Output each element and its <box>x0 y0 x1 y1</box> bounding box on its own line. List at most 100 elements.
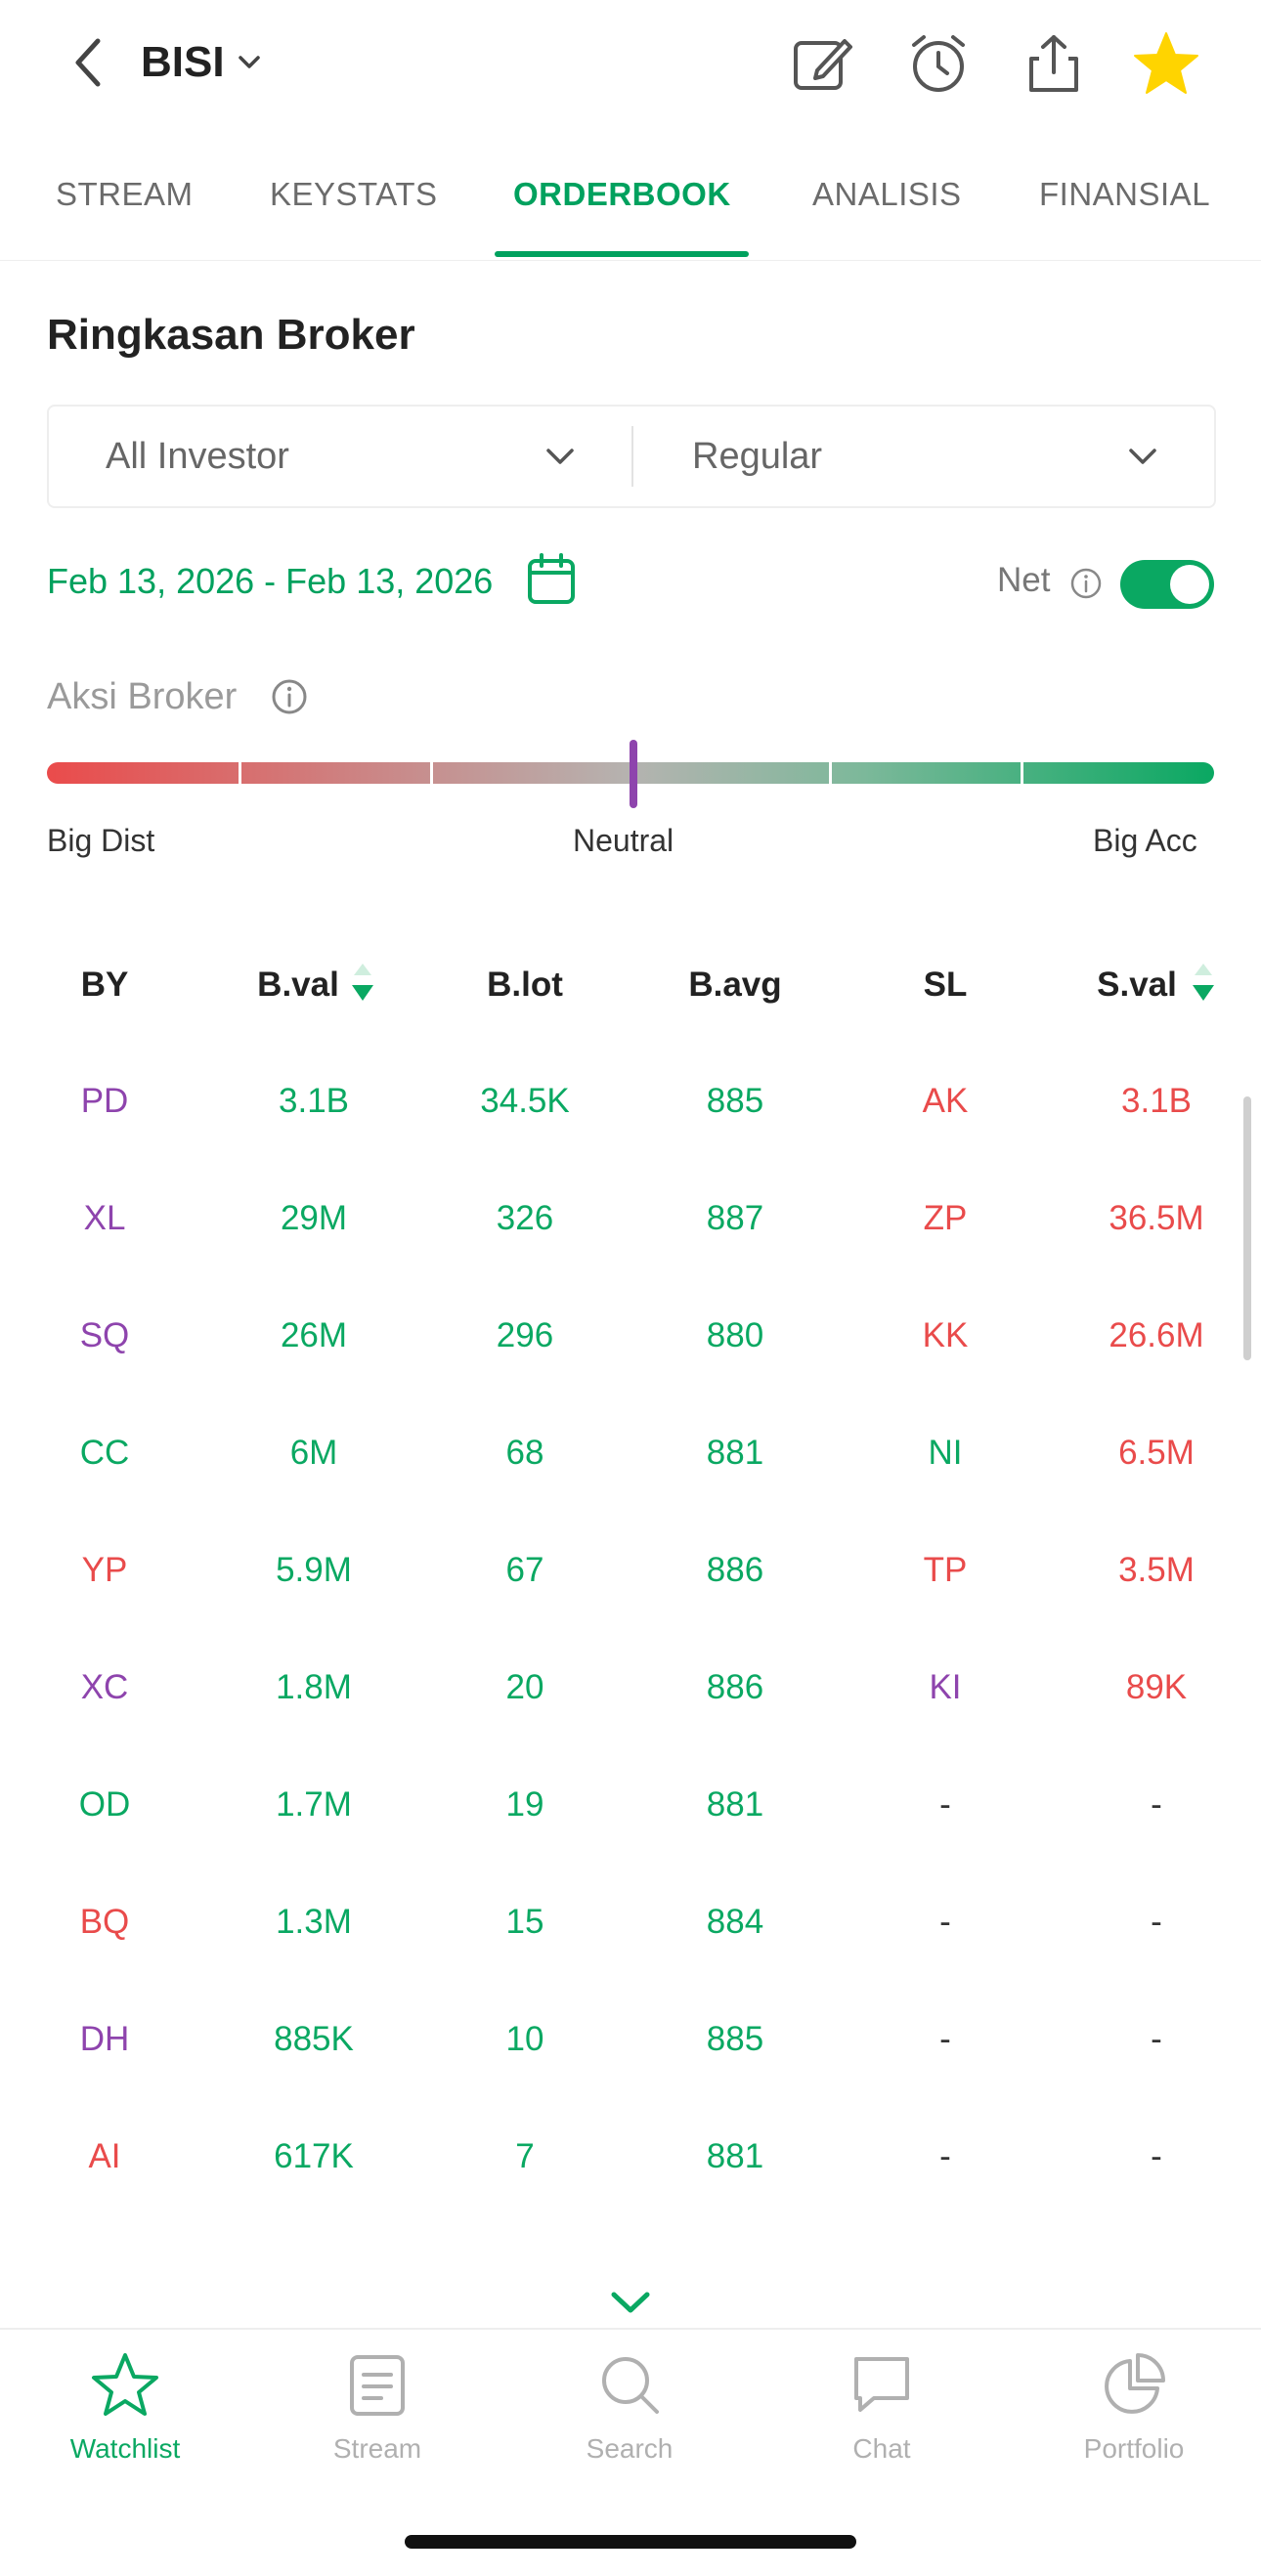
sort-icon[interactable] <box>1191 962 1216 1003</box>
buy-lot: 34.5K <box>480 1082 570 1120</box>
seller-code: - <box>939 2137 951 2175</box>
nav-search[interactable]: Search <box>532 2349 727 2465</box>
aksi-broker-label: Aksi Broker <box>47 676 238 717</box>
scale-label-center: Neutral <box>573 823 674 858</box>
ticker-symbol[interactable]: BISI <box>141 38 225 86</box>
buy-value: 29M <box>280 1199 348 1237</box>
buy-value: 26M <box>280 1316 348 1354</box>
nav-label: Watchlist <box>69 2433 181 2464</box>
buy-lot: 19 <box>505 1785 544 1824</box>
chat-icon <box>854 2357 909 2412</box>
sell-value: - <box>1151 1903 1162 1941</box>
nav-label: Portfolio <box>1083 2433 1185 2464</box>
column-header-sval[interactable]: S.val <box>1097 966 1177 1004</box>
buy-average: 880 <box>706 1316 764 1354</box>
expand-chevron-icon[interactable] <box>608 2287 653 2318</box>
buy-value: 1.3M <box>276 1903 352 1941</box>
nav-label: Stream <box>332 2433 422 2464</box>
buy-value: 3.1B <box>279 1082 349 1120</box>
buyer-code: PD <box>80 1082 129 1120</box>
info-icon[interactable] <box>1069 567 1103 600</box>
info-icon[interactable] <box>270 677 309 716</box>
buyer-code: XC <box>80 1668 129 1706</box>
buy-value: 1.8M <box>276 1668 352 1706</box>
tab-orderbook[interactable]: ORDERBOOK <box>513 176 731 212</box>
back-arrow-icon[interactable] <box>68 33 108 92</box>
buy-average: 885 <box>706 1082 764 1120</box>
nav-portfolio[interactable]: Portfolio <box>1036 2349 1232 2465</box>
buy-value: 1.7M <box>276 1785 352 1824</box>
buy-average: 881 <box>706 1785 764 1824</box>
tab-analisis[interactable]: ANALISIS <box>812 176 962 212</box>
investor-filter-dropdown[interactable]: All Investor <box>106 436 289 477</box>
top-bar: BISI <box>0 0 1261 132</box>
buy-lot: 67 <box>505 1551 544 1589</box>
nav-watchlist[interactable]: Watchlist <box>27 2349 223 2465</box>
share-icon[interactable] <box>1020 29 1088 98</box>
sell-value: - <box>1151 2020 1162 2058</box>
buyer-code: DH <box>79 2020 130 2058</box>
seller-code: NI <box>928 1434 963 1472</box>
seller-code: KK <box>922 1316 969 1354</box>
buy-lot: 68 <box>505 1434 544 1472</box>
alarm-icon[interactable] <box>904 29 973 98</box>
gauge-separator <box>430 762 433 784</box>
tab-finansial[interactable]: FINANSIAL <box>1039 176 1211 212</box>
tab-bar: STREAM KEYSTATS ORDERBOOK ANALISIS FINAN… <box>0 166 1261 261</box>
buy-value: 617K <box>274 2137 354 2175</box>
seller-code: KI <box>929 1668 962 1706</box>
tab-keystats[interactable]: KEYSTATS <box>270 176 438 212</box>
edit-icon[interactable] <box>788 29 856 98</box>
scale-label-right: Big Acc <box>1093 823 1197 858</box>
buy-value: 885K <box>274 2020 354 2058</box>
column-header-bavg: B.avg <box>688 966 782 1004</box>
buyer-code: OD <box>78 1785 131 1824</box>
chevron-down-icon[interactable] <box>1126 442 1159 471</box>
net-label: Net <box>997 561 1051 599</box>
buyer-code: AI <box>88 2137 121 2175</box>
seller-code: TP <box>923 1551 968 1589</box>
buy-lot: 7 <box>515 2137 535 2175</box>
buyer-code: CC <box>79 1434 130 1472</box>
scale-label-left: Big Dist <box>47 823 155 858</box>
nav-label: Chat <box>852 2433 911 2464</box>
column-header-sl: SL <box>923 966 968 1004</box>
buyer-code: XL <box>83 1199 126 1237</box>
column-header-bval[interactable]: B.val <box>257 966 339 1004</box>
gauge-separator <box>829 762 832 784</box>
calendar-icon[interactable] <box>526 553 577 606</box>
sell-value: 36.5M <box>1109 1199 1204 1237</box>
home-indicator <box>405 2535 856 2549</box>
toggle-knob <box>1170 565 1209 604</box>
scrollbar[interactable] <box>1243 1096 1251 1360</box>
filter-divider <box>631 426 633 487</box>
sell-value: 26.6M <box>1109 1316 1204 1354</box>
buy-lot: 15 <box>505 1903 544 1941</box>
tab-stream[interactable]: STREAM <box>56 176 194 212</box>
favorite-star-icon[interactable] <box>1132 29 1200 98</box>
chevron-down-icon[interactable] <box>237 51 262 74</box>
filter-bar: All Investor Regular <box>47 405 1216 508</box>
buy-lot: 296 <box>496 1316 554 1354</box>
nav-stream[interactable]: Stream <box>280 2349 475 2465</box>
seller-code: ZP <box>923 1199 968 1237</box>
seller-code: AK <box>922 1082 969 1120</box>
nav-chat[interactable]: Chat <box>784 2349 979 2465</box>
chevron-down-icon[interactable] <box>544 442 577 471</box>
seller-code: - <box>939 1903 951 1941</box>
net-toggle[interactable] <box>1120 560 1214 609</box>
buy-average: 886 <box>706 1668 764 1706</box>
buy-average: 881 <box>706 2137 764 2175</box>
column-header-by: BY <box>80 966 129 1004</box>
sort-icon[interactable] <box>350 962 375 1003</box>
buy-average: 885 <box>706 2020 764 2058</box>
market-filter-dropdown[interactable]: Regular <box>692 436 823 477</box>
date-range-selector[interactable]: Feb 13, 2026 - Feb 13, 2026 <box>47 561 494 601</box>
search-icon <box>602 2357 659 2414</box>
section-title: Ringkasan Broker <box>47 311 415 359</box>
buy-lot: 20 <box>505 1668 544 1706</box>
sell-value: 89K <box>1125 1668 1188 1706</box>
buy-average: 884 <box>706 1903 764 1941</box>
buy-average: 886 <box>706 1551 764 1589</box>
seller-code: - <box>939 1785 951 1824</box>
